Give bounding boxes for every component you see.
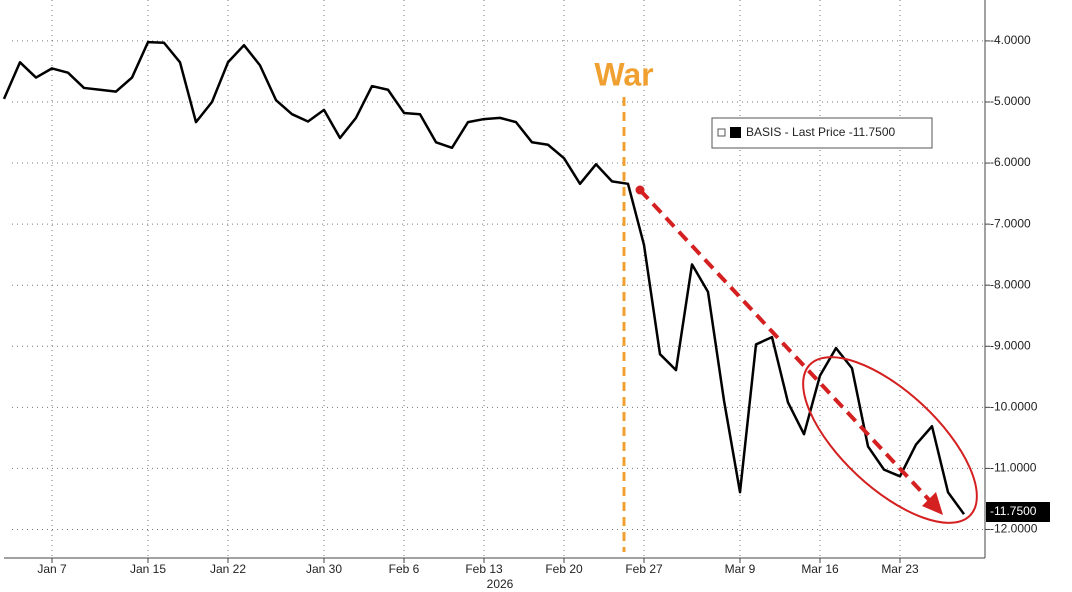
x-tick-label: Feb 27	[625, 562, 663, 576]
y-tick-label: -8.0000	[990, 277, 1031, 291]
x-tick-label: Mar 16	[801, 562, 839, 576]
y-tick-label: -7.0000	[990, 216, 1031, 230]
last-value-label: -11.7500	[990, 504, 1037, 518]
x-tick-label: Feb 20	[545, 562, 583, 576]
trend-arrow	[638, 188, 934, 505]
arrow-head	[922, 492, 943, 515]
line-layer	[2, 40, 966, 515]
y-tick-label: -9.0000	[990, 338, 1031, 352]
series-line	[2, 40, 966, 515]
x-tick-label: Feb 6	[389, 562, 420, 576]
x-tick-label: Jan 15	[130, 562, 166, 576]
x-tick-label: Feb 13	[465, 562, 503, 576]
y-tick-label: -5.0000	[990, 94, 1031, 108]
grid	[12, 0, 985, 558]
legend-swatch	[730, 127, 741, 138]
y-tick-label: -12.0000	[990, 522, 1038, 536]
last-value-box	[986, 502, 1050, 522]
legend-toggle	[717, 128, 726, 137]
y-tick-label: -6.0000	[990, 155, 1031, 169]
y-tick-label: -10.0000	[990, 400, 1038, 414]
arrow-start	[635, 185, 645, 195]
annotation: War	[594, 56, 653, 92]
x-tick-label: Mar 9	[725, 562, 756, 576]
x-tick-label: Mar 23	[881, 562, 919, 576]
y-tick-label: -11.0000	[990, 461, 1037, 475]
x-tick-label: Jan 7	[37, 562, 67, 576]
x-tick-label: Jan 30	[306, 562, 342, 576]
x-tick-label: Jan 22	[210, 562, 246, 576]
legend	[711, 117, 933, 149]
highlight-ellipse	[802, 356, 978, 524]
x-axis-year: 2026	[487, 577, 514, 591]
legend-label: BASIS - Last Price -11.7500	[746, 125, 896, 139]
y-tick-label: -4.0000	[990, 33, 1031, 47]
